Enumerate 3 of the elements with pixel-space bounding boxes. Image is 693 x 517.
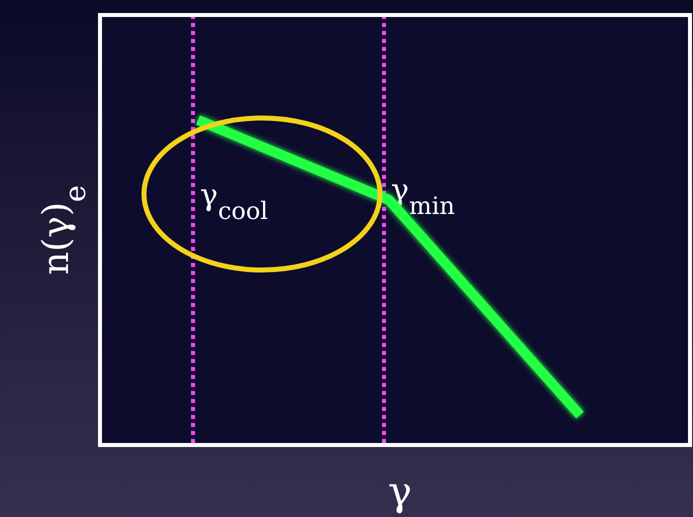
x-axis-title: γ [388, 469, 412, 515]
annotation: γ$_{min}$ [391, 173, 455, 220]
annotation: γ$_{cool}$ [200, 178, 268, 225]
